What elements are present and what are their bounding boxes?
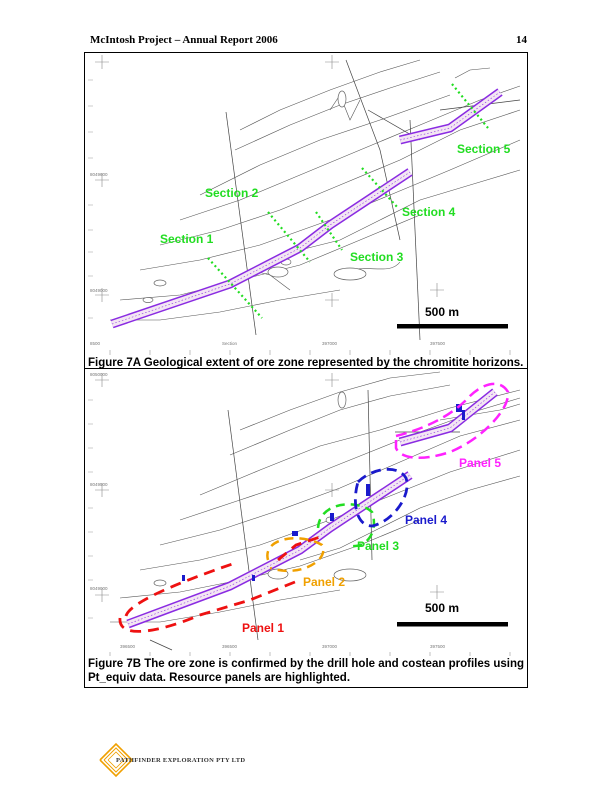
ore-zone-centreline — [111, 91, 501, 325]
section-4-line — [361, 167, 399, 209]
drill-holes — [182, 404, 465, 581]
coord-label: 396500 — [120, 644, 136, 649]
figure-7a-caption: Figure 7A Geological extent of ore zone … — [88, 357, 524, 369]
company-name: PATHFINDER EXPLORATION PTY LTD — [116, 757, 246, 764]
figure-frame — [84, 52, 528, 688]
ore-zone — [110, 88, 503, 329]
axis-ticks-left — [88, 79, 93, 319]
panel-4-label: Panel 4 — [405, 513, 447, 527]
section-4-label: Section 4 — [402, 205, 456, 219]
coord-label: 397000 — [322, 341, 338, 346]
ore-zone-centreline — [127, 391, 496, 625]
coord-label: 397000 — [322, 644, 338, 649]
scale-bar — [397, 324, 508, 329]
coord-label: 8049000 — [90, 586, 108, 591]
geology-contours — [110, 59, 521, 321]
grid-crosses — [95, 55, 444, 307]
panel-4-outline — [354, 468, 409, 528]
panel-2-outline — [266, 537, 325, 573]
grid-crosses — [95, 373, 444, 602]
scale-bar — [397, 622, 508, 627]
figure-divider — [84, 368, 528, 369]
coord-label: 8049500 — [90, 482, 108, 487]
section-3-label: Section 3 — [350, 250, 404, 264]
pathfinder-logo-icon — [99, 742, 133, 778]
figure-7a-map: Section 1 Section 2 Section 3 Section 4 … — [88, 55, 521, 355]
section-1-line — [207, 257, 263, 319]
scale-bar-label: 500 m — [425, 305, 459, 319]
panel-3-label: Panel 3 — [357, 539, 399, 553]
section-lines — [207, 83, 489, 319]
panel-5-outline — [394, 382, 510, 460]
coord-label: 396500 — [222, 644, 238, 649]
figure-7b-map: Panel 1 Panel 2 Panel 3 Panel 4 Panel 5 … — [88, 371, 521, 656]
axis-ticks-bottom — [109, 350, 511, 355]
panel-2-label: Panel 2 — [303, 575, 345, 589]
axis-ticks-bottom — [109, 652, 511, 656]
page-number: 14 — [516, 34, 527, 46]
scale-bar-label: 500 m — [425, 601, 459, 615]
section-5-label: Section 5 — [457, 142, 511, 156]
coord-label: 8050000 — [90, 372, 108, 377]
report-header-title: McIntosh Project – Annual Report 2006 — [90, 34, 278, 46]
coord-label: 8049600 — [90, 172, 108, 177]
panel-3-outline — [316, 503, 376, 548]
coord-label: 397500 — [430, 341, 446, 346]
section-1-label: Section 1 — [160, 232, 214, 246]
coord-label: 8500 — [90, 341, 101, 346]
ore-zone-outline — [126, 388, 498, 629]
ore-zone — [126, 388, 498, 629]
coord-label: 397500 — [430, 644, 446, 649]
small-outcrops — [142, 90, 367, 303]
panel-1-label: Panel 1 — [242, 621, 284, 635]
figure-7b-caption: Figure 7B The ore zone is confirmed by t… — [88, 658, 524, 684]
section-2-label: Section 2 — [205, 186, 259, 200]
panel-5-label: Panel 5 — [459, 456, 501, 470]
axis-ticks-left — [88, 399, 93, 619]
coord-label: Section — [222, 341, 238, 346]
section-2-line — [267, 211, 311, 263]
panel-1-outline — [118, 535, 321, 633]
coord-label: 8049000 — [90, 288, 108, 293]
small-outcrops — [153, 391, 367, 587]
